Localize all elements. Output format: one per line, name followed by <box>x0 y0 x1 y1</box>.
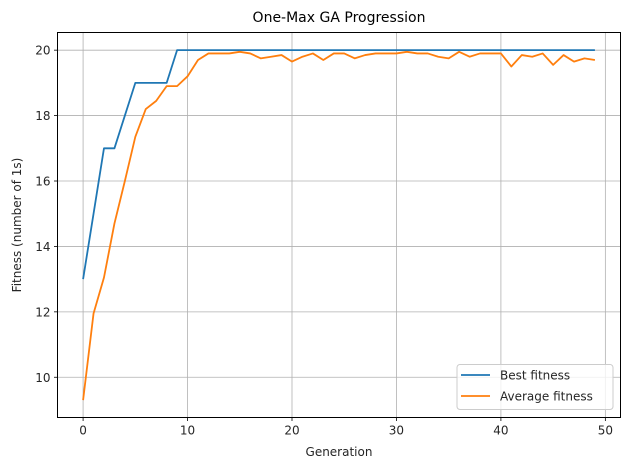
axes-frame <box>57 32 621 418</box>
average-fitness-line <box>82 50 596 401</box>
y-axis-label: Fitness (number of 1s) <box>10 158 24 293</box>
chart-title: One-Max GA Progression <box>253 10 426 26</box>
legend-label-average: Average fitness <box>500 390 593 404</box>
x-tick-label: 30 <box>389 424 404 438</box>
x-tick-label: 40 <box>493 424 508 438</box>
x-tick-label: 10 <box>180 424 195 438</box>
legend-label-best: Best fitness <box>500 369 570 383</box>
x-tick-label: 50 <box>598 424 613 438</box>
best-fitness-line <box>82 49 595 280</box>
legend: Best fitness Average fitness <box>456 364 614 410</box>
x-tick-label: 20 <box>284 424 299 438</box>
y-tick-label: 10 <box>35 371 50 385</box>
y-tick-label: 14 <box>35 240 50 254</box>
data-series <box>82 49 596 401</box>
y-tick-label: 16 <box>35 175 50 189</box>
y-tick-label: 20 <box>35 44 50 58</box>
y-tick-label: 18 <box>35 109 50 123</box>
y-tick-label: 12 <box>35 305 50 319</box>
x-axis-label: Generation <box>306 445 373 459</box>
x-tick-label: 0 <box>79 424 87 438</box>
axis-ticks: 0 10 20 30 40 50 10 12 14 16 18 20 <box>35 44 613 438</box>
grid-lines <box>57 32 621 418</box>
legend-box <box>456 364 614 410</box>
